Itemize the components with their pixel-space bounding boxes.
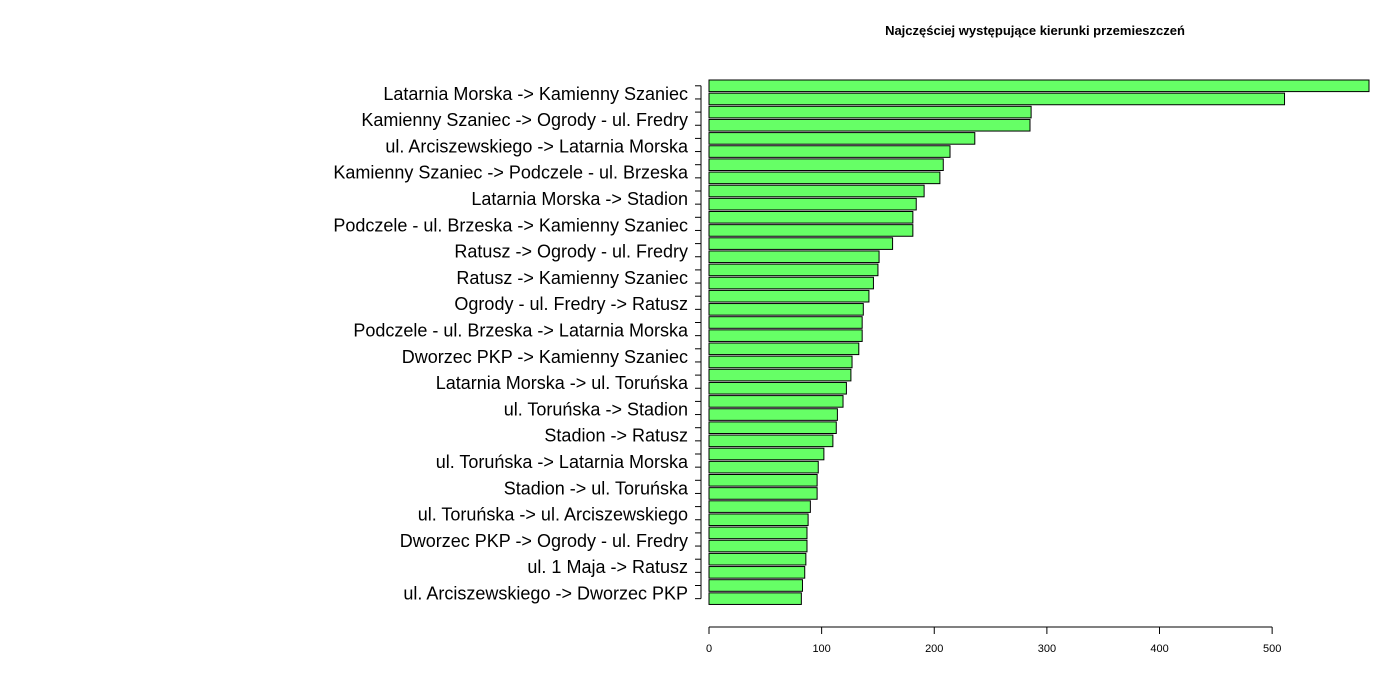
bar (708, 105, 1032, 119)
bar (708, 158, 944, 171)
bar (708, 474, 818, 487)
category-label: Podczele - ul. Brzeska -> Latarnia Morsk… (353, 321, 689, 341)
category-label: Stadion -> ul. Toruńska (504, 478, 689, 498)
bar (708, 118, 1031, 132)
category-label: Latarnia Morska -> ul. Toruńska (436, 373, 689, 393)
bar (708, 289, 870, 303)
category-label: ul. 1 Maja -> Ratusz (527, 557, 688, 577)
bar (708, 184, 925, 198)
bar (708, 342, 860, 356)
category-label: Podczele - ul. Brzeska -> Kamienny Szani… (333, 215, 688, 235)
bar (708, 329, 863, 342)
x-tick-label: 300 (1038, 643, 1056, 655)
bars-group (708, 79, 1370, 605)
bar (708, 395, 844, 408)
category-label: Ratusz -> Ogrody - ul. Fredry (454, 242, 688, 262)
bar (708, 381, 847, 395)
category-label: Latarnia Morska -> Stadion (471, 189, 688, 209)
bar (708, 263, 879, 277)
bar (708, 460, 819, 474)
bar (708, 211, 914, 224)
chart-title: Najczęściej występujące kierunki przemie… (885, 23, 1185, 38)
bar (708, 487, 818, 500)
bar (708, 513, 809, 527)
x-tick-label: 100 (812, 643, 830, 655)
bar (708, 566, 806, 579)
bar (708, 171, 941, 185)
x-tick-label: 400 (1150, 643, 1168, 655)
category-label: Kamienny Szaniec -> Podczele - ul. Brzes… (333, 163, 689, 183)
category-label: Stadion -> Ratusz (544, 426, 688, 446)
bar (708, 132, 976, 145)
category-label: Dworzec PKP -> Kamienny Szaniec (402, 347, 688, 367)
bar (708, 526, 808, 540)
category-label: Ratusz -> Kamienny Szaniec (456, 268, 688, 288)
bar (708, 145, 951, 158)
bar (708, 579, 803, 592)
category-label: Dworzec PKP -> Ogrody - ul. Fredry (400, 531, 688, 551)
bar (708, 316, 863, 329)
x-tick-label: 500 (1263, 643, 1281, 655)
bar (708, 79, 1370, 93)
category-label: ul. Toruńska -> Stadion (504, 399, 688, 419)
category-label: ul. Arciszewskiego -> Dworzec PKP (403, 584, 688, 604)
bar (708, 421, 837, 434)
x-tick-label: 0 (706, 643, 712, 655)
bar (708, 592, 802, 605)
x-axis: 0 100 200 300 400 500 (706, 626, 1281, 655)
category-label: ul. Toruńska -> ul. Arciszewskiego (418, 505, 688, 525)
bar (708, 408, 838, 421)
bar (708, 500, 811, 513)
bar (708, 237, 894, 250)
category-label: Ogrody - ul. Fredry -> Ratusz (454, 294, 688, 314)
category-label: Latarnia Morska -> Kamienny Szaniec (383, 84, 688, 104)
bar (708, 250, 880, 264)
bar (708, 434, 834, 448)
bar (708, 276, 874, 290)
y-axis: Latarnia Morska -> Kamienny Szaniec Kamie… (333, 84, 702, 604)
bar (708, 447, 825, 461)
bar (708, 368, 852, 382)
bar (708, 224, 914, 237)
bar (708, 303, 864, 316)
bar (708, 92, 1286, 106)
bar (708, 539, 808, 553)
category-label: ul. Arciszewskiego -> Latarnia Morska (385, 136, 689, 156)
category-label: ul. Toruńska -> Latarnia Morska (436, 452, 689, 472)
bar (708, 355, 853, 369)
category-label: Kamienny Szaniec -> Ogrody - ul. Fredry (361, 110, 688, 130)
bar (708, 197, 917, 211)
bar (708, 552, 807, 566)
x-tick-label: 200 (925, 643, 943, 655)
